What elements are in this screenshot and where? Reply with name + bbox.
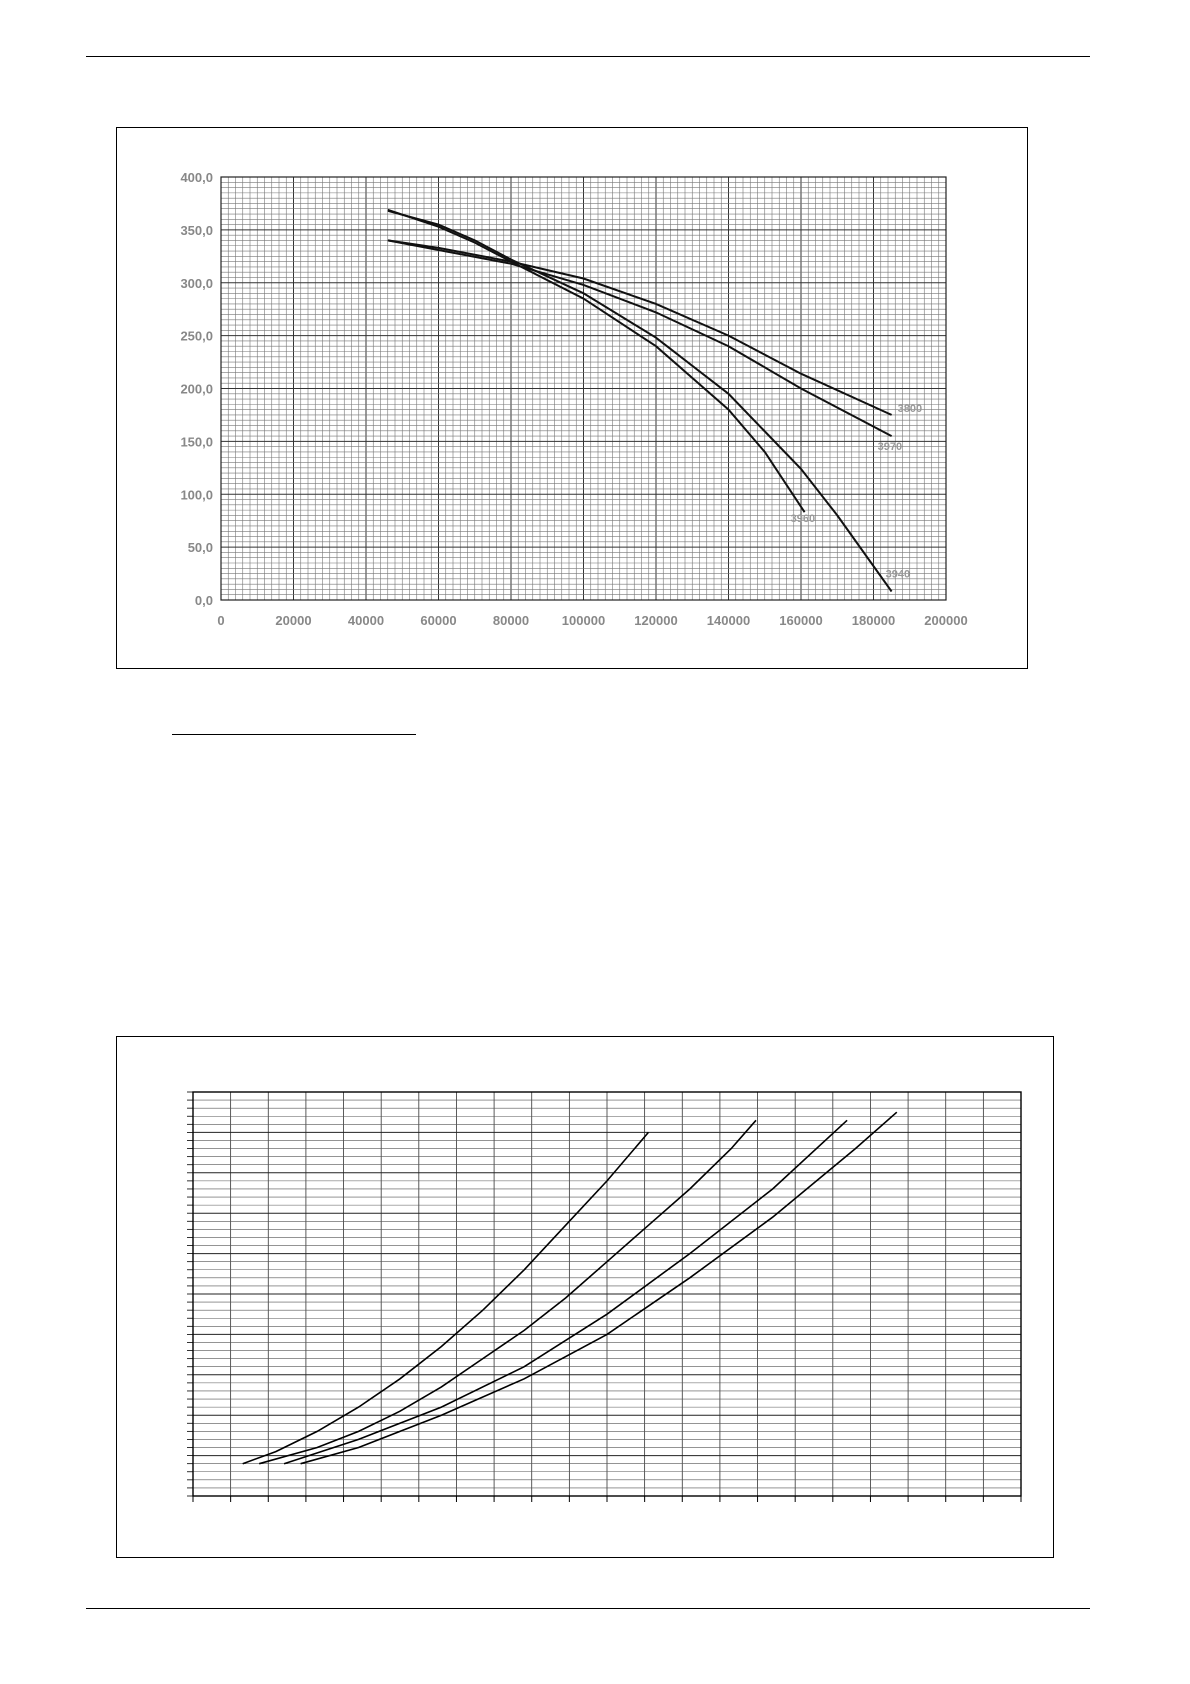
- series-line-1: [242, 1131, 650, 1465]
- series-line-2: [258, 1119, 757, 1465]
- series-label-3970: 3970: [878, 441, 902, 453]
- series-line-3: [283, 1119, 848, 1465]
- series-label-3960: 3960: [791, 513, 815, 525]
- x-tick-label: 20000: [275, 613, 311, 628]
- chart-2-svg: [187, 1091, 1022, 1502]
- x-tick-label: 80000: [493, 613, 529, 628]
- series-label-3940: 3940: [886, 569, 910, 581]
- x-tick-label: 40000: [348, 613, 384, 628]
- footer-rule: [86, 1608, 1090, 1609]
- chart-1-svg: 0 20000 40000 60000 80000 100000 120000 140000 1…: [180, 170, 967, 628]
- x-tick-label: 100000: [562, 613, 605, 628]
- chart-1-grid: [220, 176, 947, 601]
- x-tick-label: 160000: [779, 613, 822, 628]
- y-tick-label: 250,0: [180, 329, 213, 344]
- chart-2-grid: [187, 1091, 1022, 1502]
- y-tick-label: 350,0: [180, 223, 213, 238]
- y-tick-label: 0,0: [195, 593, 213, 608]
- chart-2-panel: [116, 1036, 1054, 1558]
- section-underline: [172, 734, 416, 735]
- x-tick-label: 0: [217, 613, 224, 628]
- y-tick-label: 200,0: [180, 382, 213, 397]
- series-line-3940: [387, 209, 893, 593]
- x-tick-label: 180000: [852, 613, 895, 628]
- x-tick-label: 60000: [420, 613, 456, 628]
- chart-1-panel: 0 20000 40000 60000 80000 100000 120000 140000 1…: [116, 127, 1028, 669]
- y-tick-label: 50,0: [188, 540, 213, 555]
- series-line-4: [300, 1111, 898, 1465]
- chart-2-plot-border: [192, 1091, 1022, 1497]
- x-tick-label: 200000: [924, 613, 967, 628]
- y-tick-label: 300,0: [180, 276, 213, 291]
- series-line-3970: [387, 239, 893, 437]
- header-rule: [86, 56, 1090, 57]
- y-tick-label: 400,0: [180, 170, 213, 185]
- series-label-3800: 3800: [898, 403, 922, 415]
- x-tick-label: 140000: [707, 613, 750, 628]
- x-tick-label: 120000: [634, 613, 677, 628]
- chart-1-plot-border: [220, 176, 947, 601]
- y-tick-label: 100,0: [180, 487, 213, 502]
- series-line-3960: [387, 208, 806, 513]
- series-line-3800: [387, 239, 893, 416]
- y-tick-label: 150,0: [180, 434, 213, 449]
